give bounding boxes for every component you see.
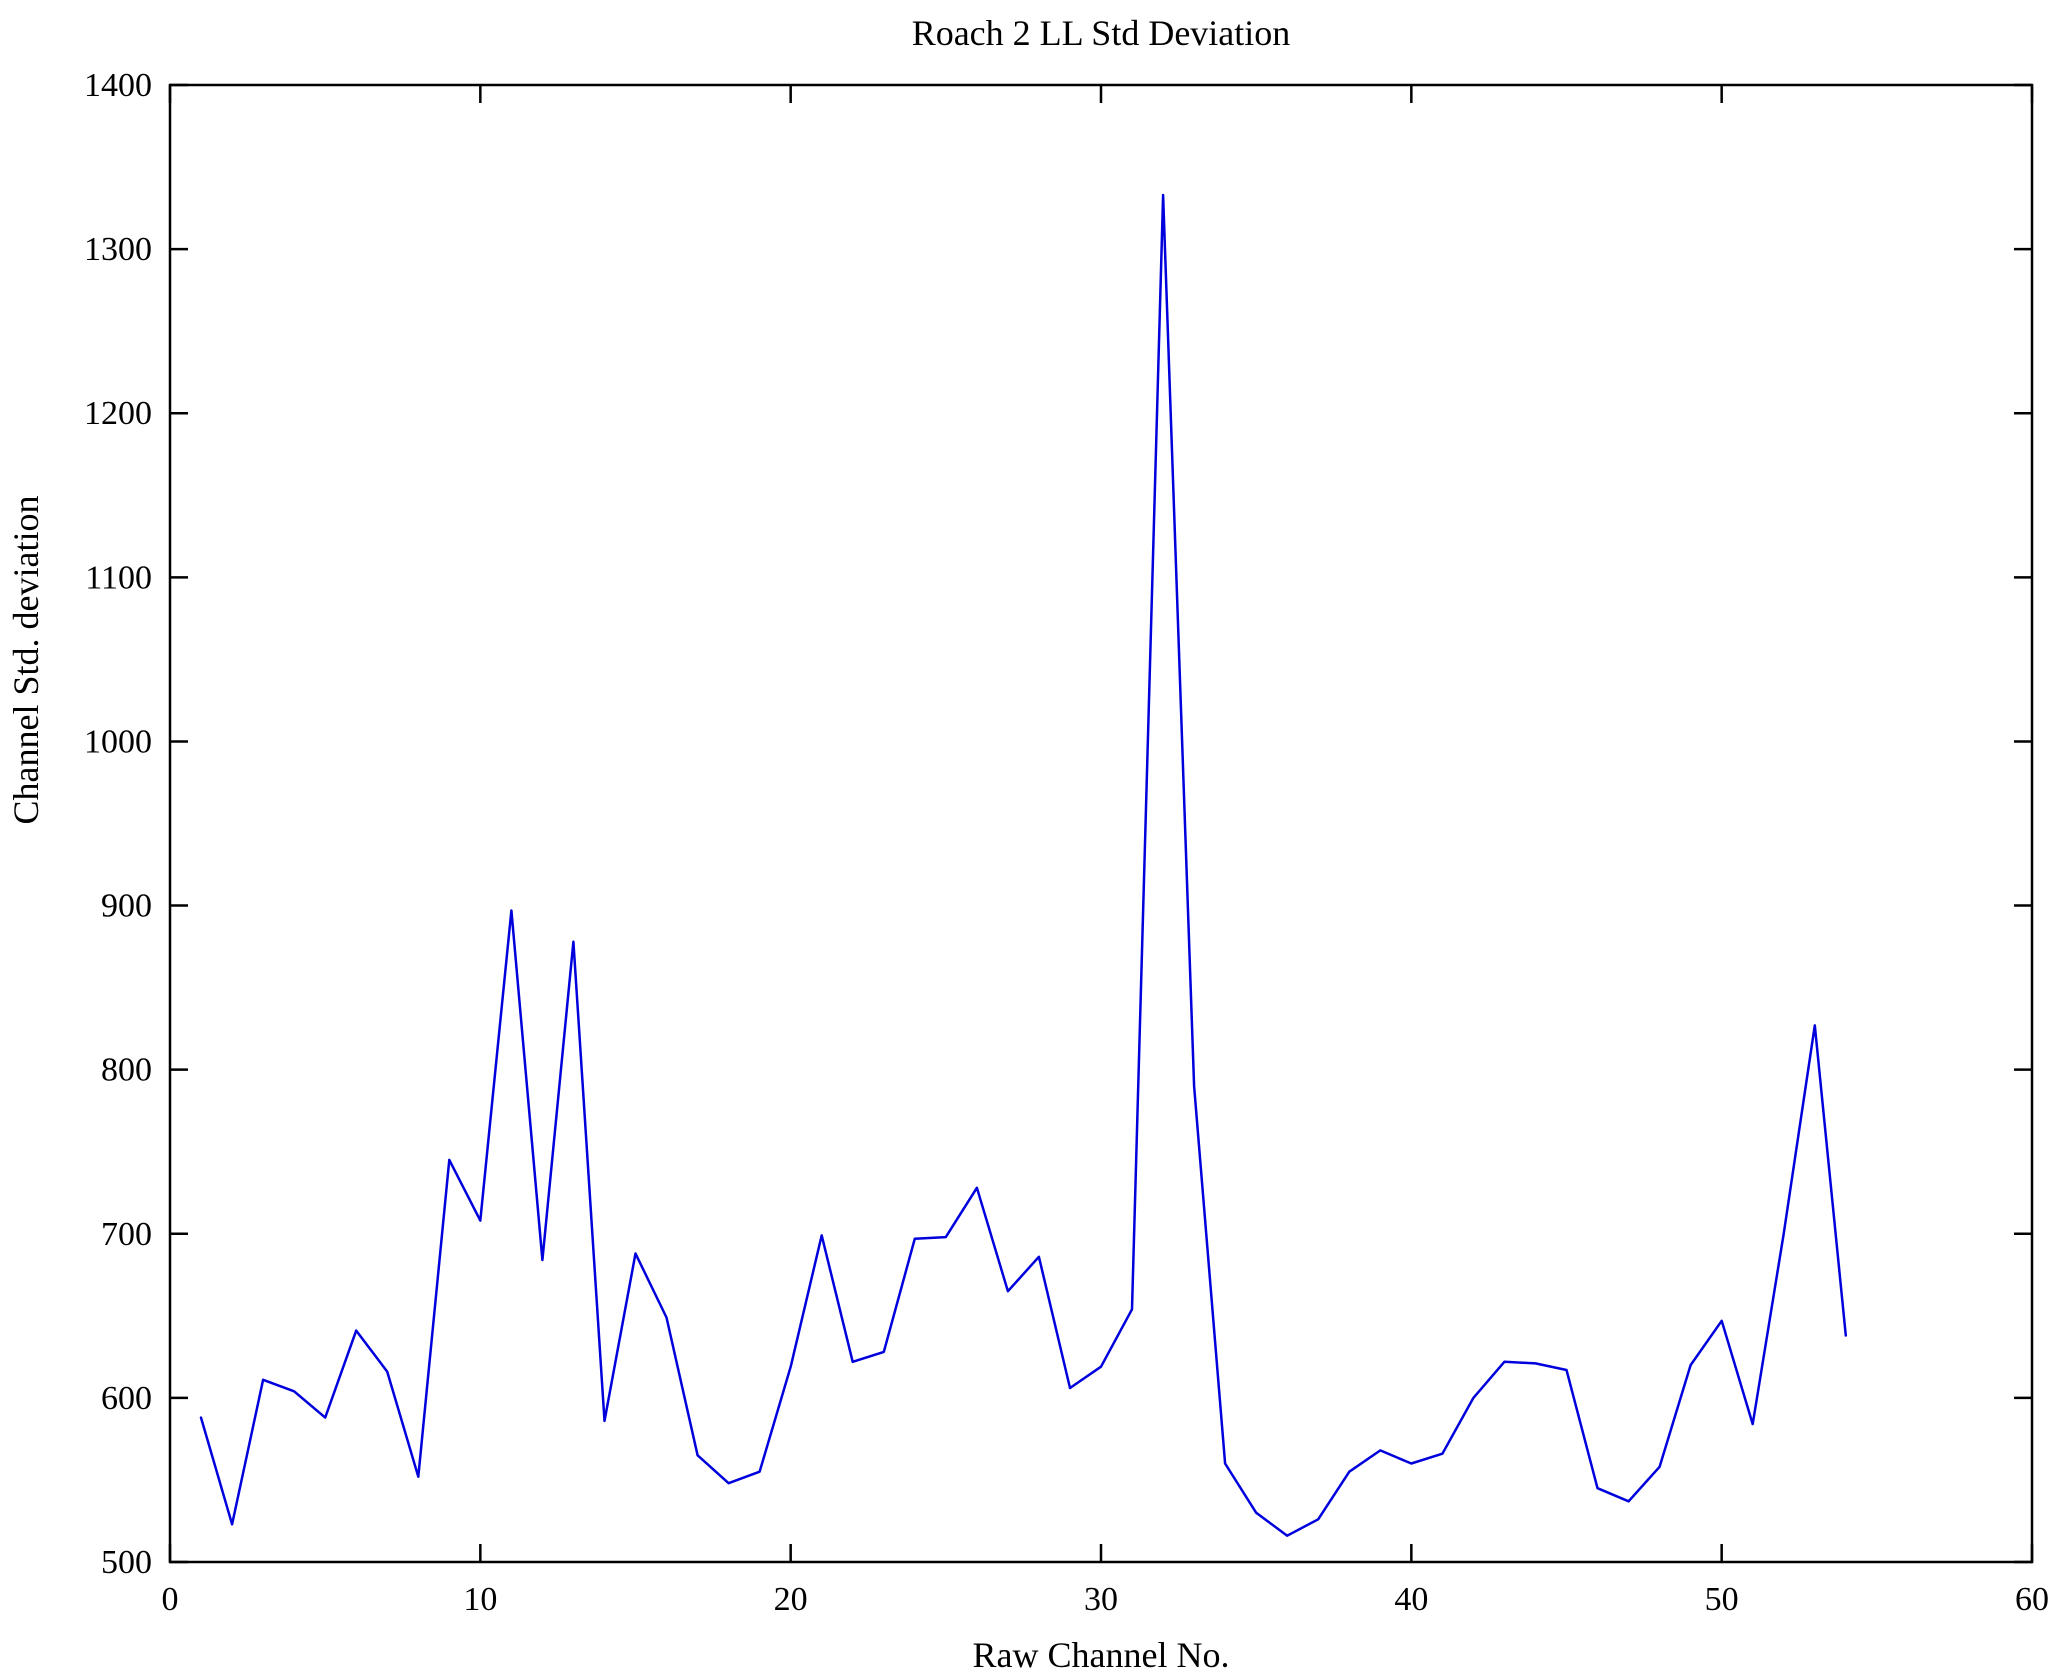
x-tick-label: 40	[1394, 1581, 1428, 1618]
x-axis-label: Raw Channel No.	[973, 1635, 1230, 1671]
y-axis-label: Channel Std. deviation	[6, 496, 46, 825]
y-tick-label: 500	[101, 1544, 152, 1581]
x-tick-label: 10	[463, 1581, 497, 1618]
x-tick-label: 0	[162, 1581, 179, 1618]
x-tick-label: 60	[2015, 1581, 2049, 1618]
y-tick-label: 1200	[84, 395, 152, 432]
data-series-line	[199, 193, 1848, 1537]
x-tick-label: 20	[774, 1581, 808, 1618]
y-tick-label: 600	[101, 1380, 152, 1417]
y-tick-label: 800	[101, 1052, 152, 1089]
y-tick-label: 1000	[84, 723, 152, 760]
chart-title: Roach 2 LL Std Deviation	[912, 13, 1291, 53]
x-tick-label: 50	[1705, 1581, 1739, 1618]
y-tick-label: 1300	[84, 231, 152, 268]
x-tick-label: 30	[1084, 1581, 1118, 1618]
y-tick-label: 900	[101, 888, 152, 925]
y-tick-label: 700	[101, 1216, 152, 1253]
y-tick-label: 1100	[85, 559, 152, 596]
axis-box	[168, 83, 2034, 1564]
y-tick-label: 1400	[84, 67, 152, 104]
